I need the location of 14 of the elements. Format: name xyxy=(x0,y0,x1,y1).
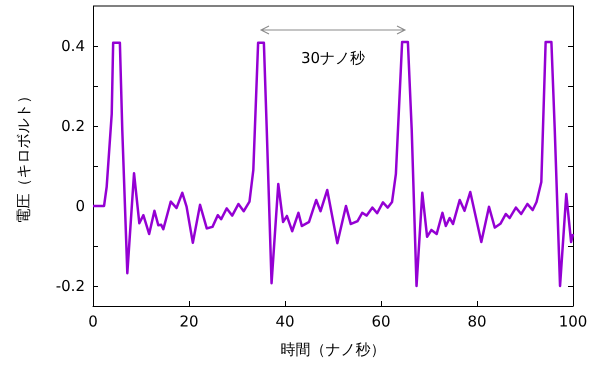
x-tick-label: 20 xyxy=(179,312,199,330)
x-tick-label: 100 xyxy=(558,312,588,330)
x-tick-label: 80 xyxy=(467,312,487,330)
x-axis-title: 時間（ナノ秒） xyxy=(280,340,386,358)
annotation: 30ナノ秒 xyxy=(300,49,366,67)
x-tick-label: 60 xyxy=(371,312,391,330)
x-tick-label: 40 xyxy=(275,312,295,330)
line-series xyxy=(92,40,574,288)
y-tick-label: -0.2 xyxy=(56,277,85,295)
y-axis-title: 電圧（キロボルト） xyxy=(14,88,32,224)
x-tick-label: 0 xyxy=(88,312,98,330)
y-tick-label: 0.4 xyxy=(61,37,85,55)
y-tick-label: 0.2 xyxy=(61,117,85,135)
y-tick-label: 0 xyxy=(75,197,85,215)
